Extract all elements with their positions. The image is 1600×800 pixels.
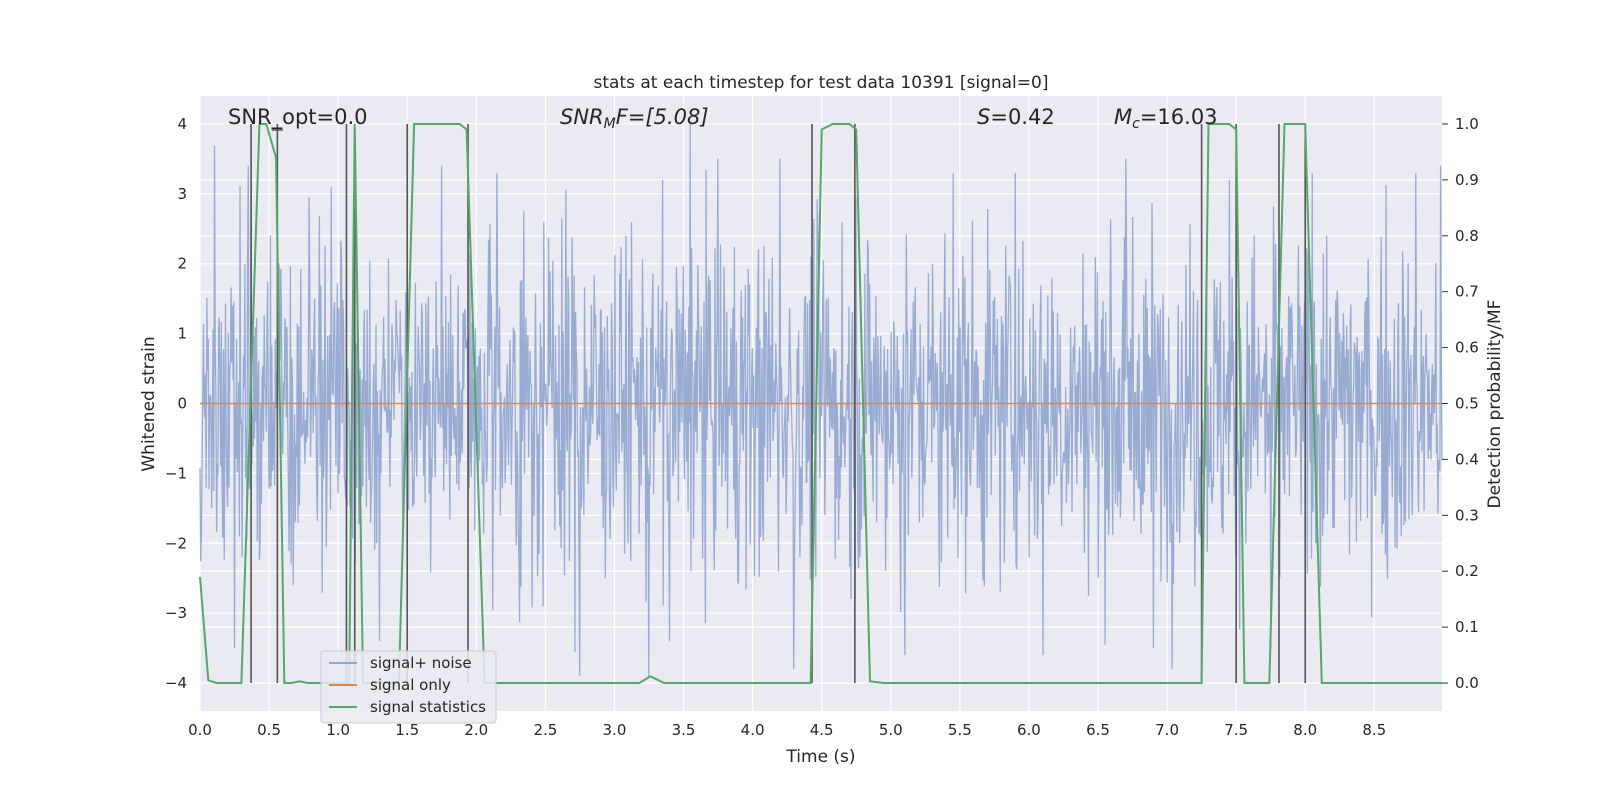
y2-tick-label: 0.9 <box>1455 171 1479 189</box>
x-tick-label: 4.5 <box>810 721 834 739</box>
chart-title: stats at each timestep for test data 103… <box>594 73 1049 93</box>
y2-tick-label: 0.8 <box>1455 227 1479 245</box>
x-tick-label: 8.5 <box>1362 721 1386 739</box>
annotation-snr-mf-f: F=[5.08] <box>616 105 709 129</box>
x-tick-label: 2.5 <box>533 721 557 739</box>
y-tick-label: 2 <box>177 255 187 273</box>
x-tick-label: 4.0 <box>741 721 765 739</box>
annotation-mc-value: =16.03 <box>1140 105 1218 129</box>
x-tick-label: 8.0 <box>1293 721 1317 739</box>
legend-box <box>320 650 497 724</box>
x-tick-label: 0.5 <box>257 721 281 739</box>
y-tick-label: −4 <box>165 674 187 692</box>
y2-tick-label: 0.1 <box>1455 618 1479 636</box>
annotation-mc-subscript: c <box>1132 116 1140 132</box>
y-tick-label: −2 <box>165 534 187 552</box>
x-tick-label: 5.5 <box>948 721 972 739</box>
y-tick-label: −3 <box>165 604 187 622</box>
y-tick-label: 0 <box>177 395 187 413</box>
y-tick-label: 3 <box>177 185 187 203</box>
x-tick-label: 1.0 <box>326 721 350 739</box>
x-tick-label: 3.0 <box>603 721 627 739</box>
y2-tick-label: 0.4 <box>1455 450 1479 468</box>
y-tick-label: 4 <box>177 115 187 133</box>
x-tick-label: 7.0 <box>1155 721 1179 739</box>
annotation-snr-mf: SNRMF=[5.08] <box>560 105 709 132</box>
y-axis-ticks: −4 −3 −2 −1 0 1 2 3 4 <box>165 115 187 692</box>
y-tick-label: −1 <box>165 464 187 482</box>
x-tick-label: 3.5 <box>672 721 696 739</box>
legend-label-signal-statistics: signal statistics <box>370 698 486 716</box>
y2-tick-label: 0.6 <box>1455 339 1479 357</box>
legend-label-signal-only: signal only <box>370 676 451 694</box>
x-tick-label: 6.5 <box>1086 721 1110 739</box>
y2-tick-label: 0.3 <box>1455 506 1479 524</box>
annotation-s-value: =0.42 <box>990 105 1054 129</box>
y2-tick-label: 1.0 <box>1455 115 1479 133</box>
y2-tick-label: 0.0 <box>1455 674 1479 692</box>
x-axis-label: Time (s) <box>785 747 855 767</box>
y-tick-label: 1 <box>177 325 187 343</box>
annotation-snr-opt: SNR_opt=0.0 <box>228 105 368 130</box>
x-tick-label: 1.5 <box>395 721 419 739</box>
y2-tick-label: 0.7 <box>1455 283 1479 301</box>
legend: signal+ noise signal only signal statist… <box>320 650 497 724</box>
annotation-s-symbol: S <box>977 105 990 129</box>
annotation-s: S=0.42 <box>977 105 1055 129</box>
y2-tick-label: 0.2 <box>1455 562 1479 580</box>
x-tick-label: 6.0 <box>1017 721 1041 739</box>
annotation-snr-mf-subscript: M <box>604 116 616 132</box>
y2-axis-label: Detection probability/MF <box>1485 300 1505 509</box>
legend-label-signal-plus-noise: signal+ noise <box>370 654 472 672</box>
x-tick-label: 0.0 <box>188 721 212 739</box>
y2-tick-label: 0.5 <box>1455 395 1479 413</box>
annotation-mc-symbol: M <box>1114 105 1132 129</box>
annotation-mc: Mc=16.03 <box>1114 105 1218 132</box>
x-axis-ticks: 0.0 0.5 1.0 1.5 2.0 2.5 3.0 3.5 4.0 4.5 5.0 5.5 6.0 6… <box>188 721 1386 739</box>
x-tick-label: 5.0 <box>879 721 903 739</box>
y-axis-label: Whitened strain <box>139 336 159 471</box>
x-tick-label: 7.5 <box>1224 721 1248 739</box>
y2-axis-ticks: 0.0 0.1 0.2 0.3 0.4 0.5 0.6 0.7 0.8 0.9 1.0 <box>1442 115 1479 692</box>
x-tick-label: 2.0 <box>464 721 488 739</box>
annotation-snr-mf-symbol: SNR <box>560 105 604 129</box>
